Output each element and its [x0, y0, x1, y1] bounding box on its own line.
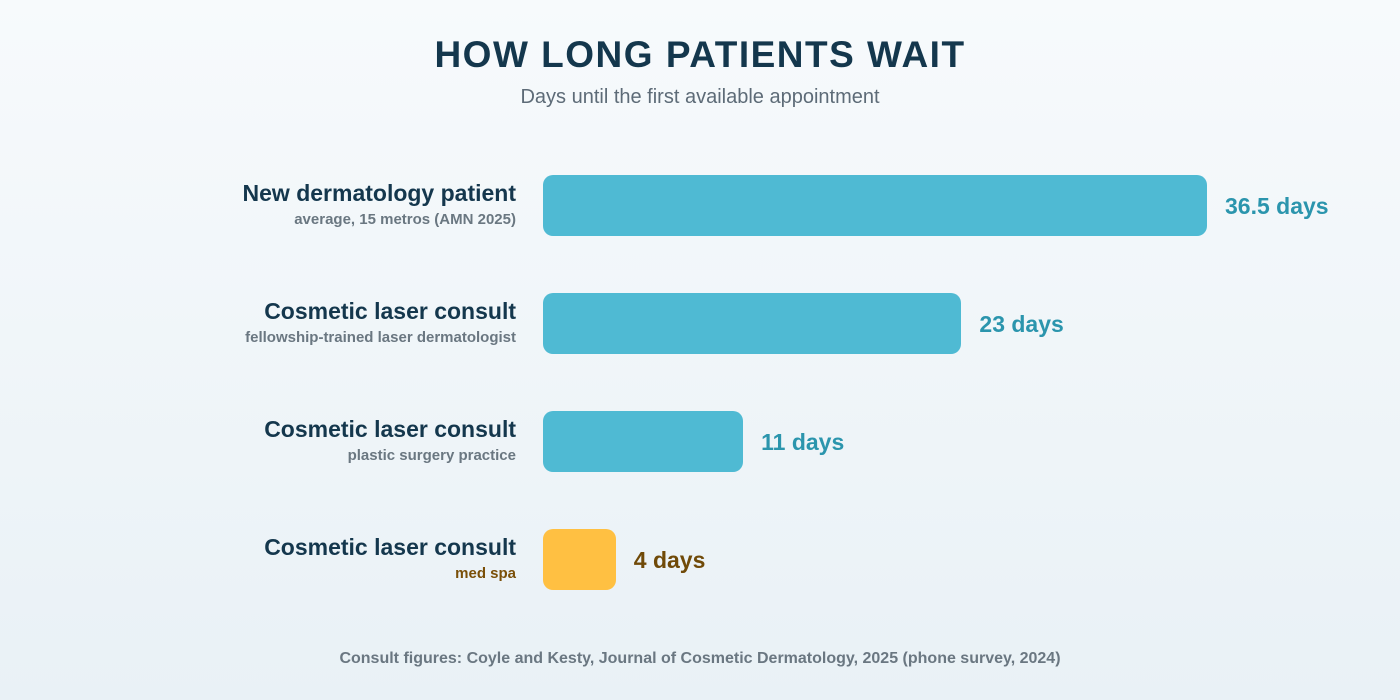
- source-note: Consult figures: Coyle and Kesty, Journa…: [339, 650, 1061, 667]
- bar: [543, 529, 616, 590]
- category-label: Cosmetic laser consult plastic surgery pr…: [264, 415, 516, 466]
- value-label: 36.5 days: [1225, 192, 1329, 219]
- category-note: fellowship-trained laser dermatologist: [245, 328, 516, 346]
- value-label: 11 days: [761, 428, 845, 455]
- category-note: plastic surgery practice: [347, 446, 516, 464]
- bar: [543, 175, 1207, 236]
- category-label: Cosmetic laser consult med spa: [264, 533, 516, 584]
- value-label: 4 days: [633, 546, 706, 573]
- chart-title: HOW LONG PATIENTS WAIT: [434, 34, 966, 75]
- bar: [543, 293, 962, 354]
- value-label: 23 days: [979, 310, 1064, 337]
- category-note: med spa: [455, 564, 516, 582]
- category-label: New dermatology patient average, 15 metro…: [243, 179, 516, 230]
- chart-subtitle: Days until the first available appointme…: [520, 86, 880, 108]
- category-note: average, 15 metros (AMN 2025): [294, 210, 516, 228]
- category-label: Cosmetic laser consult fellowship-trained…: [245, 297, 516, 348]
- category-name: Cosmetic laser consult: [264, 533, 516, 560]
- bar: [543, 411, 744, 472]
- category-name: Cosmetic laser consult: [264, 415, 516, 442]
- category-name: Cosmetic laser consult: [264, 297, 516, 324]
- category-name: New dermatology patient: [242, 179, 516, 206]
